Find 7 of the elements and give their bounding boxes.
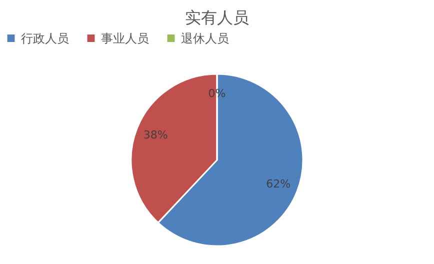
data-label: 62% bbox=[266, 177, 291, 190]
legend-label: 行政人员 bbox=[21, 31, 69, 46]
chart-title: 实有人员 bbox=[185, 8, 249, 27]
legend-label: 退休人员 bbox=[181, 31, 229, 46]
text: 0% bbox=[208, 87, 226, 100]
legend-label: 事业人员 bbox=[101, 31, 149, 46]
data-label: 38% bbox=[143, 128, 168, 142]
